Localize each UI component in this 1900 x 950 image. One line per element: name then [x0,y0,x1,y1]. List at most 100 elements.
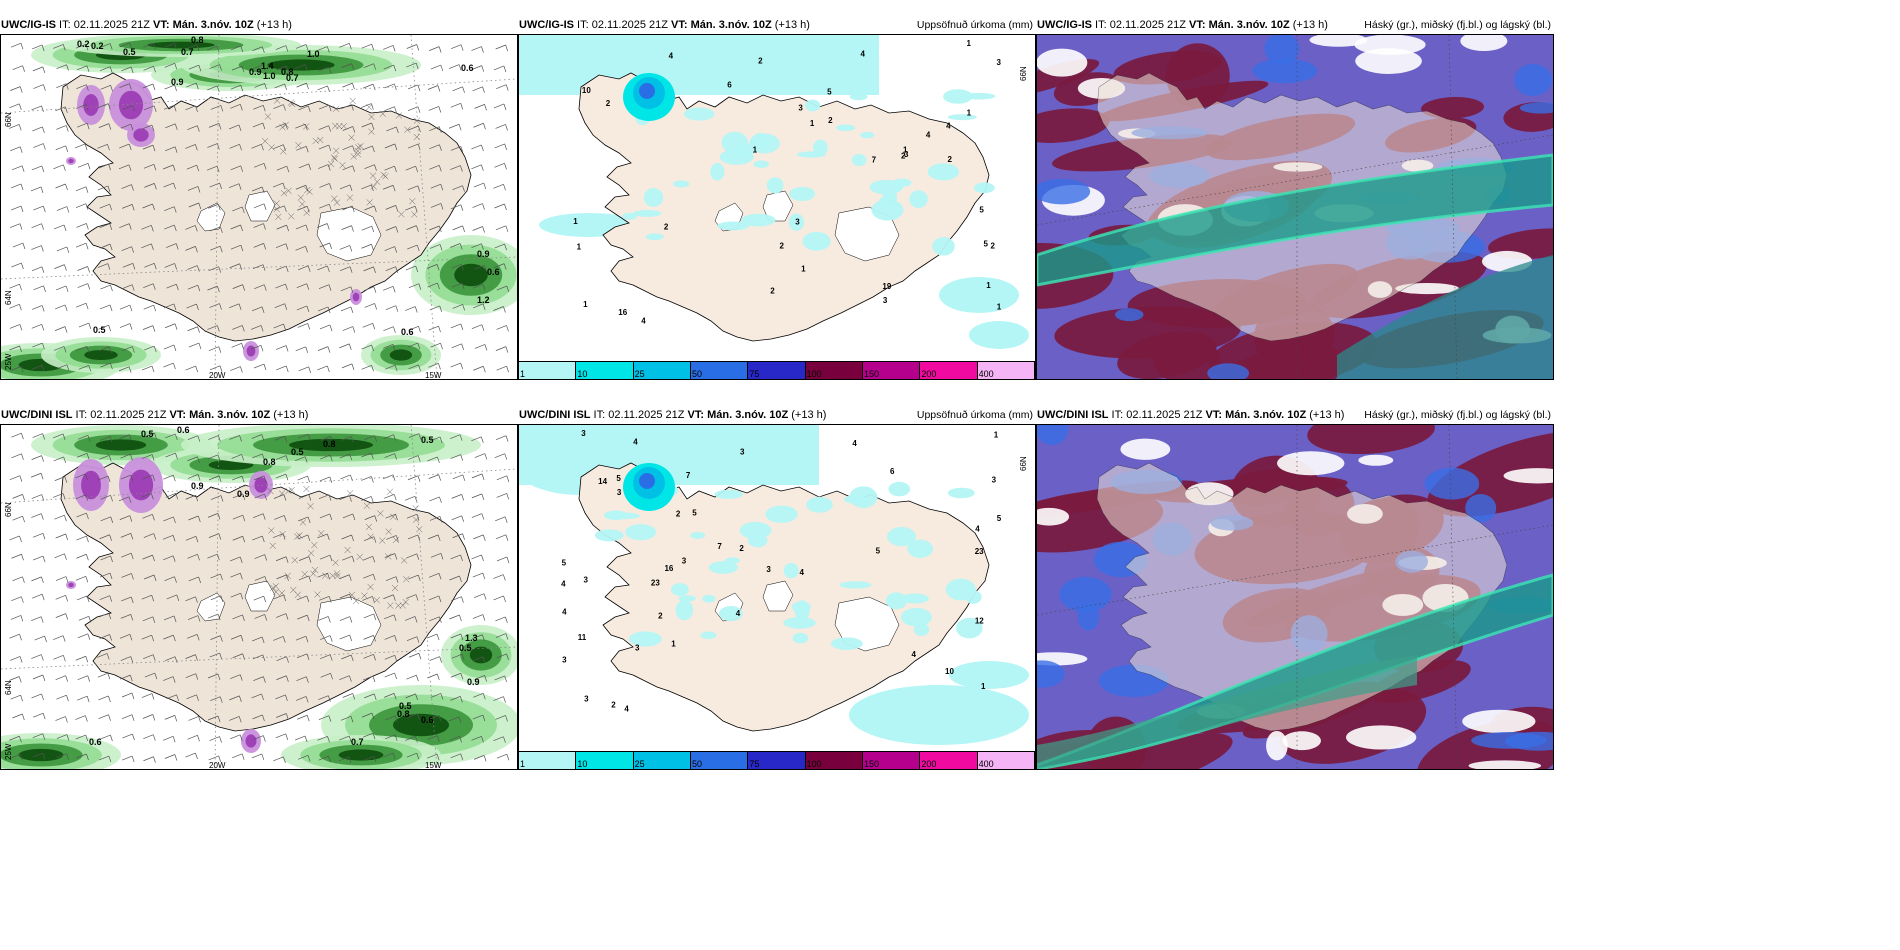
colorbar-label: 1 [520,759,526,769]
precip-value-label: 5 [616,474,621,483]
wind-barbs [9,42,510,373]
colorbar-swatch [519,362,577,379]
precip-value-label: 12 [975,617,984,626]
wind-value-label: 1.0 [263,71,276,81]
wind-value-label: 0.7 [351,737,364,747]
wind-map: 0.2 0.20.50.80.7 1.00.90.91.41.0 0.80.70.60… [1,35,517,379]
wind-value-label: 0.5 [141,429,154,439]
precip-value-label: 2 [990,241,995,250]
colorbar-label: 50 [692,369,703,379]
wind-value-label: 0.7 [286,73,299,83]
wind-value-label: 1.4 [261,61,274,71]
colorbar-swatch [690,362,749,379]
precip-value-label: 4 [852,439,857,448]
lead-time: (+13 h) [253,19,292,31]
precip-value-label: 4 [633,437,638,446]
wind-value-label: 0.6 [487,267,500,277]
precip-value-label: 7 [717,542,722,551]
precip-value-label: 1 [577,243,582,252]
colorbar-swatch [690,752,749,769]
model-name: UWC/IG-IS [1,19,56,31]
wind-value-label: 0.8 [397,709,410,719]
precip-value-label: 2 [779,242,784,251]
field-title: Uppsöfnuð úrkoma (mm) [916,19,1033,31]
lon-tick: 20W [209,371,226,380]
wind-value-label: 0.8 [281,67,294,77]
colorbar-swatch [805,362,863,379]
wind-value-label: 0.6 [89,737,102,747]
precip-value-label: 7 [872,155,877,164]
precip-value-label: 4 [799,568,804,577]
lead-time: (+13 h) [270,409,309,421]
precip-value-label: 1 [671,639,676,648]
precip-value-label: 1 [903,146,908,155]
lat-tick: 64N [4,680,13,695]
precip-value-label: 1 [966,39,971,48]
colorbar-swatch [748,362,806,379]
colorbar-label: 100 [806,759,822,769]
wind-value-label: 0.8 [191,35,204,45]
colorbar-label: 10 [577,759,588,769]
precip-value-label: 3 [904,150,909,159]
precip-value-label: 3 [617,488,622,497]
precip-value-label: 4 [669,52,674,61]
colorbar-label: 400 [978,759,994,769]
panel-title: UWC/IG-IS IT: 02.11.2025 21Z VT: Mán. 3.… [1,16,292,34]
precip-value-label: 23 [651,578,660,587]
panel-title: UWC/IG-IS IT: 02.11.2025 21Z VT: Mán. 3.… [519,16,810,34]
precip-map: 5544254233191610272111224164312332111111… [519,35,1035,361]
init-time: IT: 02.11.2025 21Z [574,19,672,31]
panel-title: UWC/IG-IS IT: 02.11.2025 21Z VT: Mán. 3.… [1037,16,1328,34]
wind-value-label: 0.6 [177,425,190,435]
lat-tick: 25W [4,353,13,370]
model-name: UWC/DINI ISL [1037,409,1109,421]
wind-value-label: 1.2 [477,295,490,305]
colorbar-label: 50 [692,759,703,769]
precip-value-label: 1 [801,264,806,273]
lat-tick: 66N [1019,66,1028,81]
precip-value-label: 3 [682,556,687,565]
wind-value-label: 1.0 [307,49,320,59]
init-time: IT: 02.11.2025 21Z [56,19,154,31]
precip-value-label: 3 [581,429,586,438]
precip-value-label: 5 [984,239,989,248]
colorbar [519,751,1035,769]
panel-title: UWC/DINI ISL IT: 02.11.2025 21Z VT: Mán.… [519,406,826,424]
colorbar-swatch [748,752,806,769]
precip-value-label: 1 [981,682,986,691]
precip-value-label: 4 [561,579,566,588]
precip-value-label: 23 [975,547,984,556]
valid-time: VT: Mán. 3.nóv. 10Z [1205,409,1307,421]
colorbar [519,361,1035,379]
precip-value-label: 2 [758,57,763,66]
wind-value-label: 0.9 [477,249,490,259]
precip-value-label: 5 [876,547,881,556]
colorbar-swatch [977,752,1035,769]
precip-value-label: 2 [947,155,952,164]
lat-tick: 66N [4,112,13,127]
colorbar-label: 200 [921,759,937,769]
precip-value-label: 1 [810,119,815,128]
valid-time: VT: Mán. 3.nóv. 10Z [687,409,789,421]
wind-value-label: 0.9 [249,67,262,77]
precip-value-label: 7 [686,471,691,480]
precip-value-label: 3 [798,104,803,113]
precip-value-label: 4 [946,121,951,130]
panel-title: UWC/DINI ISL IT: 02.11.2025 21Z VT: Mán.… [1037,406,1344,424]
lon-tick: 20W [209,761,226,770]
precip-value-label: 5 [997,514,1002,523]
precip-value-label: 2 [664,222,669,231]
model-name: UWC/IG-IS [519,19,574,31]
precip-value-label: 1 [583,300,588,309]
colorbar-swatch [519,752,577,769]
wind-value-label: 0.5 [459,643,472,653]
cloud-map [1037,35,1553,379]
precip-value-label: 1 [997,303,1002,312]
precip-value-label: 3 [795,217,800,226]
lead-time: (+13 h) [771,19,810,31]
model-name: UWC/DINI ISL [519,409,591,421]
precip-value-label: 5 [692,508,697,517]
lead-time: (+13 h) [1306,409,1345,421]
lead-time: (+13 h) [1289,19,1328,31]
precip-value-label: 3 [992,475,997,484]
